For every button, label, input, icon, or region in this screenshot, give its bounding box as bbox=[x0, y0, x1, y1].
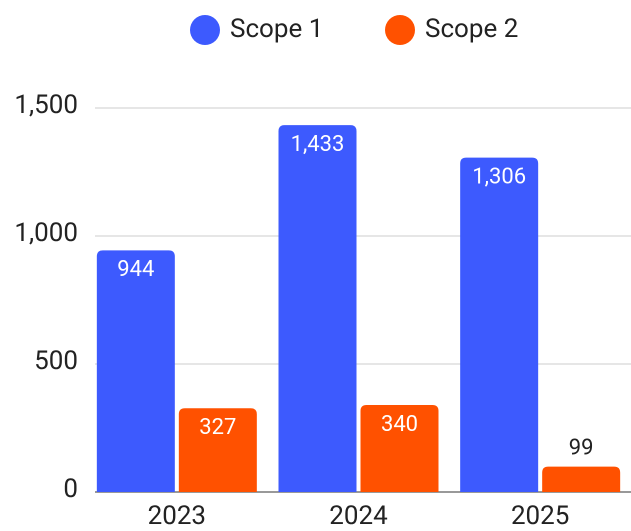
legend-swatch bbox=[190, 15, 220, 45]
x-tick-label: 2024 bbox=[329, 501, 388, 531]
data-label: 1,433 bbox=[291, 132, 345, 157]
y-tick-label: 0 bbox=[63, 474, 78, 504]
bar bbox=[178, 408, 257, 492]
y-tick-label: 500 bbox=[34, 346, 78, 376]
bar bbox=[360, 404, 439, 492]
bar bbox=[460, 157, 539, 492]
data-label: 1,306 bbox=[472, 164, 526, 189]
data-label: 944 bbox=[117, 257, 154, 282]
x-tick-label: 2023 bbox=[148, 501, 206, 531]
bar bbox=[542, 466, 621, 492]
y-tick-label: 1,500 bbox=[14, 90, 78, 120]
legend-label: Scope 2 bbox=[425, 14, 518, 44]
y-tick-label: 1,000 bbox=[14, 218, 78, 248]
legend-label: Scope 1 bbox=[230, 14, 323, 44]
bar bbox=[278, 125, 357, 492]
x-tick-label: 2025 bbox=[511, 501, 569, 531]
legend-swatch bbox=[385, 15, 415, 45]
data-label: 327 bbox=[199, 415, 236, 440]
data-label: 340 bbox=[381, 412, 418, 437]
data-label: 99 bbox=[569, 435, 594, 460]
bar bbox=[96, 250, 175, 492]
